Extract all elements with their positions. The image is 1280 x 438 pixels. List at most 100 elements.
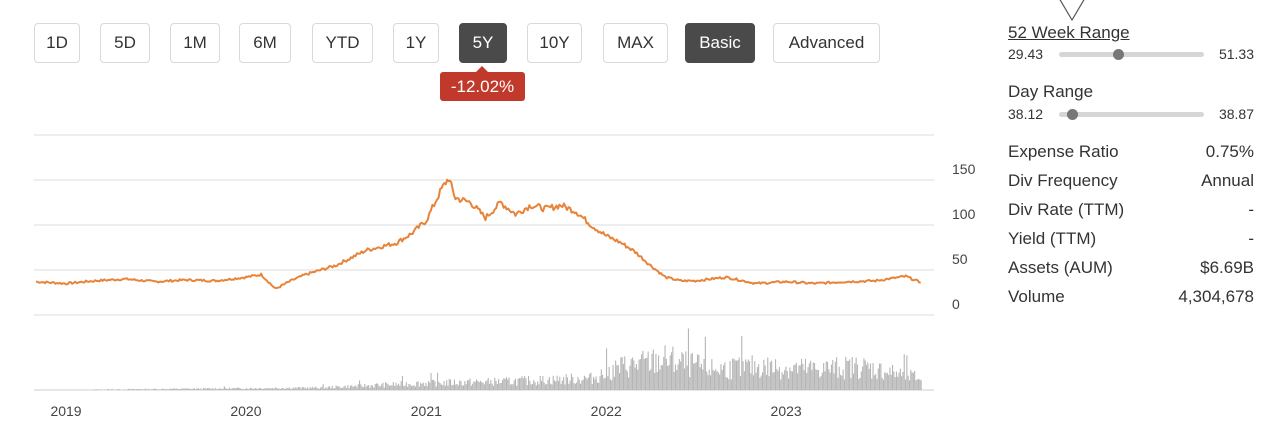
volume-bar [713,371,715,390]
volume-bar [906,355,908,390]
volume-bar [399,385,401,390]
volume-bar [451,385,453,390]
volume-bar [307,387,309,390]
volume-bar [301,386,303,390]
volume-bar [370,385,372,390]
volume-bar [275,387,277,390]
volume-bar [456,384,458,390]
volume-bar [879,363,881,390]
volume-bar [643,359,645,390]
volume-bar [450,379,452,390]
volume-bar [440,384,442,390]
volume-bar [667,366,669,390]
volume-bar [314,386,316,390]
range-1d-button[interactable]: 1D [34,23,80,63]
volume-bar [668,365,670,390]
volume-bar [377,383,379,390]
volume-bar [446,380,448,390]
volume-bar [485,381,487,390]
volume-bar [448,379,450,390]
volume-bar [139,389,141,390]
volume-bar [416,381,418,390]
volume-bar [457,385,459,390]
volume-bar [372,385,374,390]
volume-bar [381,384,383,390]
volume-bar [781,372,783,390]
volume-bar [344,385,346,390]
volume-bar [773,372,775,390]
volume-bar [607,376,609,390]
volume-bar [426,386,428,390]
advanced-mode-button[interactable]: Advanced [773,23,880,63]
volume-bar [300,388,302,390]
volume-bar [444,385,446,390]
volume-bar [854,363,856,390]
volume-bar [313,388,315,390]
volume-bar [828,369,830,390]
volume-bar [720,364,722,390]
volume-bar [669,355,671,390]
volume-bar [281,388,283,390]
volume-bar [820,375,822,390]
volume-bar [327,386,329,390]
range-5d-button[interactable]: 5D [100,23,150,63]
volume-bar [184,388,186,390]
volume-bar [200,388,202,390]
volume-bar [217,389,219,390]
volume-bar [876,378,878,390]
volume-bar [634,367,636,390]
volume-bar [567,377,569,390]
volume-bar [626,371,628,390]
basic-mode-button[interactable]: Basic [685,23,755,63]
volume-bar [841,375,843,390]
volume-bar [890,374,892,390]
volume-bar [608,366,610,390]
volume-bar [882,379,884,390]
volume-bar [338,386,340,390]
volume-bar [316,387,318,390]
volume-bar [698,354,700,390]
volume-bar [678,359,680,390]
range-max-button[interactable]: MAX [603,23,668,63]
volume-bar [183,388,185,390]
stat-label-assets: Assets (AUM) [1008,258,1113,277]
volume-bar [320,387,322,390]
range-ytd-button[interactable]: YTD [312,23,373,63]
volume-bar [206,388,208,390]
volume-bar [741,336,743,390]
volume-bar [247,388,249,390]
range-1m-button[interactable]: 1M [170,23,220,63]
week52-marker [1112,49,1124,60]
volume-bar [619,373,621,390]
volume-bar [364,384,366,390]
volume-bar [676,370,678,390]
volume-bar [164,389,166,390]
volume-bar [469,378,471,390]
volume-bar [699,367,701,390]
volume-bar [716,371,718,390]
volume-bar [287,388,289,390]
volume-bar [557,380,559,390]
volume-bar [201,389,203,390]
range-5y-button[interactable]: 5Y [459,23,507,63]
volume-bar [212,388,214,390]
week52-range-title[interactable]: 52 Week Range [1008,23,1130,42]
volume-bar [511,384,513,390]
volume-bar [724,362,726,390]
volume-bar [165,388,167,390]
volume-bar [574,383,576,390]
volume-bar [521,376,523,390]
volume-bar [672,346,674,390]
volume-bar [140,389,142,390]
volume-bar [290,389,292,390]
volume-bar [318,388,320,390]
volume-bar [169,388,171,390]
volume-bar [334,388,336,390]
volume-bar [166,389,168,390]
volume-bar [499,383,501,390]
range-1y-button[interactable]: 1Y [393,23,439,63]
x-tick-label: 2022 [591,403,622,419]
range-6m-button[interactable]: 6M [239,23,291,63]
range-10y-button[interactable]: 10Y [527,23,582,63]
day-range-title: Day Range [1008,82,1094,101]
